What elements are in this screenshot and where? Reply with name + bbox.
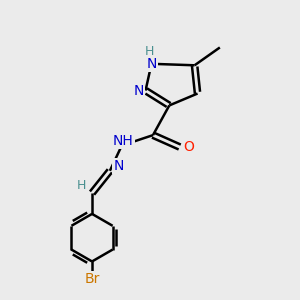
Text: N: N (134, 84, 144, 98)
Text: H: H (77, 179, 86, 192)
Text: NH: NH (113, 134, 134, 148)
Text: N: N (113, 159, 124, 173)
Text: Br: Br (84, 272, 100, 286)
Text: N: N (146, 57, 157, 71)
Text: H: H (144, 45, 154, 58)
Text: O: O (183, 140, 194, 154)
